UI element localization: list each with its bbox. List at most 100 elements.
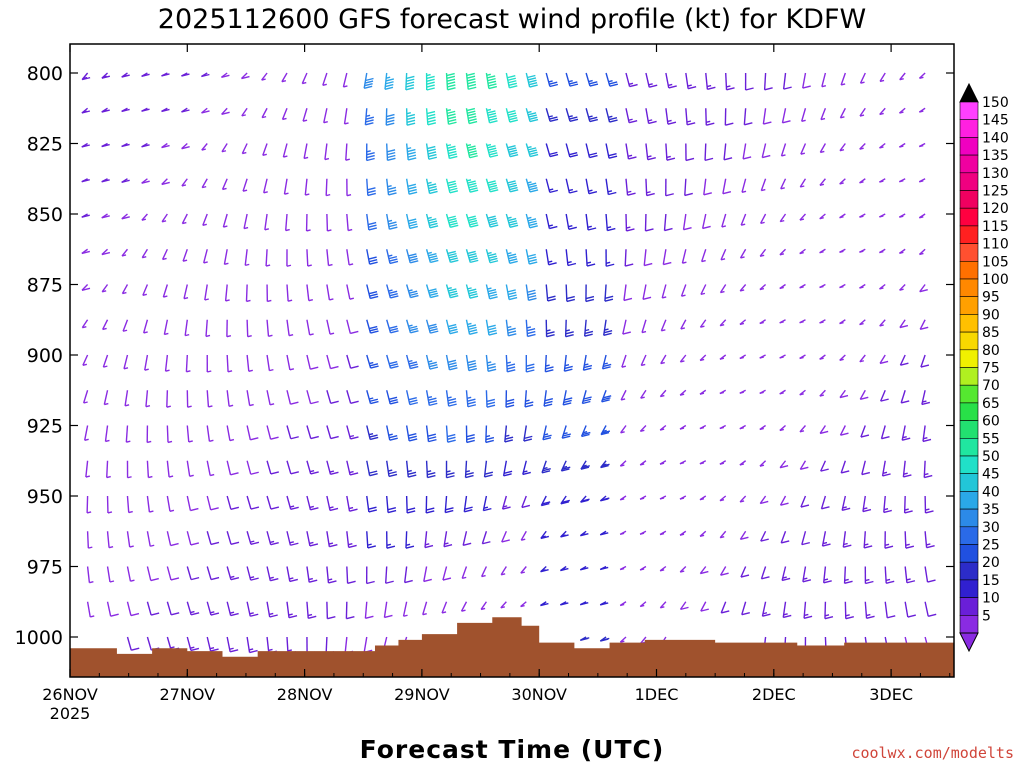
wind-barb — [700, 601, 709, 612]
barb-flag — [408, 397, 417, 401]
colorbar-label: 140 — [982, 130, 1009, 146]
barb-half-flag — [699, 392, 705, 395]
barb-flag — [387, 154, 396, 159]
barb-flag — [506, 363, 516, 367]
barb-flag — [409, 225, 418, 230]
wind-barb — [800, 495, 810, 508]
barb-flag — [426, 81, 435, 85]
barb-half-flag — [779, 356, 784, 359]
barb-flag — [522, 471, 531, 476]
barb-staff — [384, 72, 388, 90]
barb-flag — [150, 612, 160, 616]
barb-flag — [388, 473, 398, 478]
wind-barb — [779, 248, 787, 256]
wind-barb — [639, 601, 647, 608]
colorbar-label: 40 — [982, 484, 1000, 500]
barb-staff — [425, 425, 430, 442]
wind-barb — [425, 72, 435, 91]
barb-flag — [528, 256, 537, 260]
barb-flag — [429, 257, 438, 261]
barb-half-flag — [122, 329, 128, 332]
barb-half-flag — [303, 156, 309, 160]
barb-staff — [425, 390, 431, 406]
wind-barb — [146, 460, 153, 479]
wind-barb — [201, 143, 208, 151]
barb-flag — [469, 155, 478, 159]
barb-staff — [839, 107, 846, 119]
barb-flag — [780, 502, 789, 506]
barb-flag — [448, 185, 457, 189]
barb-staff — [405, 213, 411, 229]
barb-staff — [680, 284, 687, 297]
barb-flag — [408, 432, 417, 437]
wind-barb — [366, 354, 379, 369]
wind-barb — [859, 143, 866, 150]
wind-barb — [879, 72, 886, 83]
barb-flag — [564, 368, 573, 372]
wind-barb — [385, 108, 395, 126]
barb-flag — [569, 151, 578, 156]
wind-barb — [81, 248, 90, 255]
barb-flag — [506, 398, 515, 403]
barb-flag — [428, 255, 438, 259]
barb-flag — [449, 367, 458, 371]
barb-flag — [548, 262, 557, 266]
barb-staff — [326, 390, 332, 404]
barb-half-flag — [659, 428, 665, 431]
barb-staff — [580, 460, 587, 470]
barb-flag — [860, 434, 870, 438]
wind-barb — [445, 460, 455, 479]
wind-barb — [601, 390, 612, 403]
barb-staff — [685, 72, 689, 89]
barb-flag — [270, 506, 280, 510]
barb-flag — [406, 119, 416, 123]
barb-staff — [624, 249, 627, 267]
barb-flag — [488, 184, 498, 189]
barb-flag — [886, 580, 895, 584]
barb-half-flag — [527, 145, 532, 149]
barb-flag — [508, 291, 517, 296]
wind-barb — [346, 178, 352, 197]
barb-flag — [926, 545, 935, 549]
barb-half-flag — [799, 321, 804, 324]
wind-barb — [579, 530, 589, 537]
wind-barb — [485, 284, 498, 300]
barb-staff — [659, 389, 667, 398]
wind-barb — [306, 425, 319, 440]
barb-staff — [226, 460, 232, 475]
wind-barb — [699, 319, 707, 328]
barb-flag — [468, 217, 477, 222]
barb-flag — [290, 401, 299, 405]
barb-flag — [466, 107, 476, 112]
barb-flag — [428, 220, 438, 224]
barb-flag — [507, 77, 516, 81]
barb-half-flag — [365, 114, 371, 118]
barb-half-flag — [447, 396, 452, 399]
barb-flag — [409, 292, 418, 297]
wind-barb — [505, 143, 519, 158]
barb-flag — [389, 292, 398, 297]
barb-half-flag — [82, 76, 88, 80]
barb-half-flag — [686, 120, 692, 123]
wind-barb — [161, 248, 168, 261]
barb-flag — [467, 83, 477, 88]
barb-half-flag — [406, 111, 411, 115]
barb-staff — [306, 319, 311, 336]
barb-staff — [525, 319, 529, 337]
barb-flag — [210, 648, 219, 652]
barb-half-flag — [581, 533, 586, 536]
wind-barb — [144, 354, 149, 371]
x-tick-label: 27NOV — [160, 685, 216, 704]
barb-half-flag — [604, 328, 609, 331]
colorbar-swatch — [959, 190, 979, 209]
barb-half-flag — [190, 610, 195, 614]
barb-staff — [803, 601, 807, 619]
barb-staff — [422, 601, 428, 615]
barb-half-flag — [500, 606, 505, 609]
barb-staff — [265, 249, 268, 267]
barb-flag — [448, 153, 458, 157]
barb-half-flag — [282, 117, 287, 121]
barb-flag — [762, 613, 771, 617]
barb-staff — [206, 531, 212, 545]
